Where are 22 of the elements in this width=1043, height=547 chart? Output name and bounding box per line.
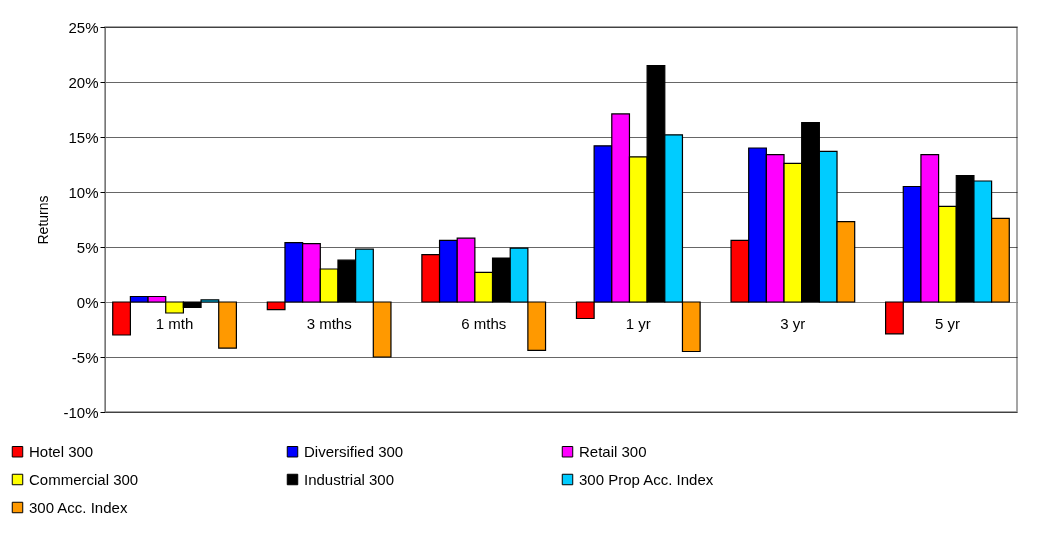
- x-tick-label: 3 mths: [306, 314, 352, 332]
- legend-label: Commercial 300: [29, 470, 139, 488]
- x-tick-label: 6 mths: [461, 314, 507, 332]
- y-tick-label: 15%: [68, 128, 99, 146]
- legend-label: 300 Acc. Index: [29, 498, 128, 516]
- y-axis-title: Returns: [35, 195, 52, 245]
- legend-label: Industrial 300: [304, 470, 395, 488]
- y-tick-label: 20%: [68, 73, 99, 91]
- y-tick-label: 25%: [68, 18, 99, 36]
- x-tick-label: 3 yr: [780, 314, 806, 332]
- legend-label: Retail 300: [579, 442, 647, 460]
- y-tick-label: -10%: [63, 403, 99, 421]
- x-tick-label: 1 yr: [625, 314, 651, 332]
- y-tick-label: 5%: [76, 238, 99, 256]
- y-tick-label: -5%: [71, 348, 99, 366]
- legend-label: Hotel 300: [29, 442, 94, 460]
- y-tick-label: 10%: [68, 183, 99, 201]
- x-tick-label: 1 mth: [155, 314, 194, 332]
- legend-label: Diversified 300: [304, 442, 404, 460]
- y-tick-label: 0%: [76, 293, 99, 311]
- legend-label: 300 Prop Acc. Index: [579, 470, 714, 488]
- x-tick-label: 5 yr: [934, 314, 960, 332]
